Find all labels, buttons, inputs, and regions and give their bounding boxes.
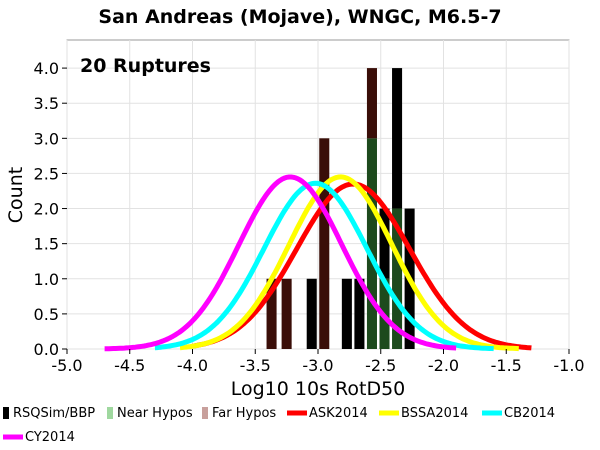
rupture-count-annotation: 20 Ruptures	[80, 55, 211, 77]
near-hypo-bar	[392, 208, 403, 349]
x-tick-label: -5.0	[51, 356, 82, 375]
y-axis-label: Count	[5, 167, 27, 223]
legend-label: Far Hypos	[212, 406, 276, 421]
legend: RSQSim/BBP Near Hypos Far Hypos ASK2014 BSSA…	[3, 406, 555, 445]
histogram-bar	[354, 278, 365, 349]
legend-swatch	[3, 407, 9, 419]
y-tick-label: 0.0	[34, 340, 59, 359]
legend-item-rsqsim-bbp: RSQSim/BBP	[3, 406, 95, 421]
legend-swatch	[107, 407, 113, 419]
far-hypo-bar	[366, 68, 377, 139]
y-tick-label: 3.0	[34, 129, 59, 148]
x-tick-label: -3.5	[240, 356, 271, 375]
legend-label: Near Hypos	[117, 406, 193, 421]
curve-cy2014	[104, 174, 457, 352]
curve-ask2014	[192, 181, 532, 351]
far-hypo-bar	[281, 278, 292, 349]
x-tick-label: -3.0	[302, 356, 333, 375]
histogram-bar	[392, 68, 403, 209]
legend-item-ask2014: ASK2014	[287, 406, 368, 421]
x-tick-label: -2.5	[365, 356, 396, 375]
y-tick-label: 1.5	[34, 235, 59, 254]
y-tick-label: 2.0	[34, 200, 59, 219]
x-tick-label: -4.5	[114, 356, 145, 375]
legend-label: BSSA2014	[401, 406, 468, 421]
x-axis-ticks: -5.0 -4.5 -4.0 -3.5 -3.0 -2.5 -2.0 -1.5 -1.0	[51, 349, 585, 375]
legend-item-cb2014: CB2014	[482, 406, 555, 421]
near-hypo-bar	[366, 138, 377, 349]
legend-label: RSQSim/BBP	[13, 406, 95, 421]
histogram-bar	[379, 208, 390, 279]
curve-bssa2014	[179, 174, 520, 352]
far-hypo-bar	[319, 138, 330, 349]
x-tick-label: -4.0	[177, 356, 208, 375]
chart-title: San Andreas (Mojave), WNGC, M6.5-7	[98, 6, 501, 28]
y-tick-label: 4.0	[34, 59, 59, 78]
legend-item-bssa2014: BSSA2014	[379, 406, 468, 421]
y-axis-ticks: 0.0 0.5 1.0 1.5 2.0 2.5 3.0 3.5 4.0	[34, 59, 67, 359]
legend-label: CY2014	[25, 430, 75, 445]
curve-cb2014	[154, 180, 495, 352]
legend-item-cy2014: CY2014	[3, 430, 75, 445]
x-axis-label: Log10 10s RotD50	[231, 378, 406, 400]
x-tick-label: -1.5	[491, 356, 522, 375]
gmpe-curves	[104, 174, 532, 352]
y-tick-label: 2.5	[34, 164, 59, 183]
legend-item-near-hypos: Near Hypos	[107, 406, 193, 421]
legend-label: CB2014	[504, 406, 555, 421]
x-tick-label: -1.0	[553, 356, 584, 375]
histogram-bar	[341, 278, 352, 349]
legend-label: ASK2014	[309, 406, 368, 421]
x-tick-label: -2.0	[428, 356, 459, 375]
legend-item-far-hypos: Far Hypos	[202, 406, 276, 421]
legend-swatch	[202, 407, 208, 419]
y-tick-label: 1.0	[34, 270, 59, 289]
y-tick-label: 0.5	[34, 305, 59, 324]
histogram-bar	[306, 278, 317, 349]
y-tick-label: 3.5	[34, 94, 59, 113]
far-hypo-bar	[266, 278, 277, 349]
